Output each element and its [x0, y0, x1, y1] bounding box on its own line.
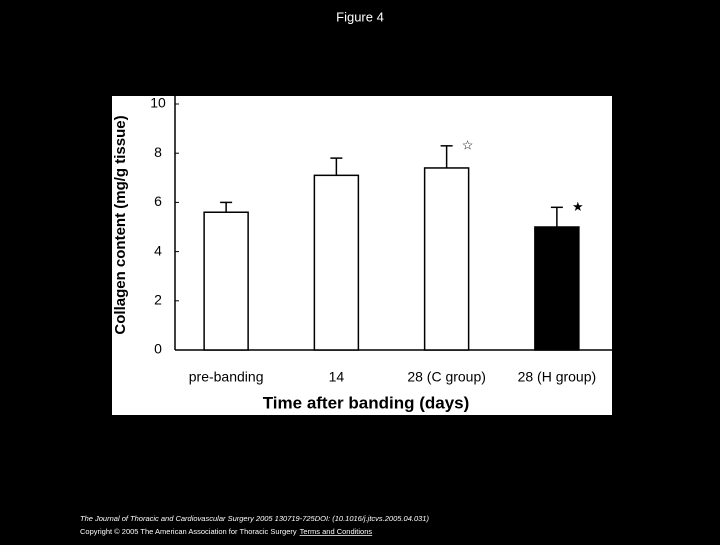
y-tick-label: 10	[150, 95, 166, 111]
x-tick-label: pre-banding	[189, 369, 264, 385]
x-tick-label: 28 (H group)	[518, 369, 597, 385]
y-tick-label: 4	[154, 242, 162, 258]
bar	[203, 211, 249, 351]
figure-panel	[112, 96, 612, 415]
x-axis-label: Time after banding (days)	[263, 393, 470, 412]
y-tick-label: 8	[154, 144, 162, 160]
x-tick-label: 14	[329, 369, 345, 385]
y-tick-label: 6	[154, 193, 162, 209]
slide-title: Figure 4	[336, 9, 384, 24]
bar	[534, 226, 580, 351]
copyright-text: Copyright © 2005 The American Associatio…	[80, 527, 297, 536]
citation: The Journal of Thoracic and Cardiovascul…	[80, 514, 429, 523]
copyright: Copyright © 2005 The American Associatio…	[80, 527, 372, 536]
y-axis-label: Collagen content (mg/g tissue)	[112, 115, 129, 334]
y-tick-label: 0	[154, 341, 162, 357]
significance-marker: ☆	[462, 137, 474, 152]
x-tick-label: 28 (C group)	[407, 369, 486, 385]
significance-marker: ★	[572, 199, 584, 214]
y-tick-label: 2	[154, 292, 162, 308]
bar	[423, 167, 470, 351]
bar	[313, 174, 360, 351]
terms-link[interactable]: Terms and Conditions	[300, 527, 373, 536]
